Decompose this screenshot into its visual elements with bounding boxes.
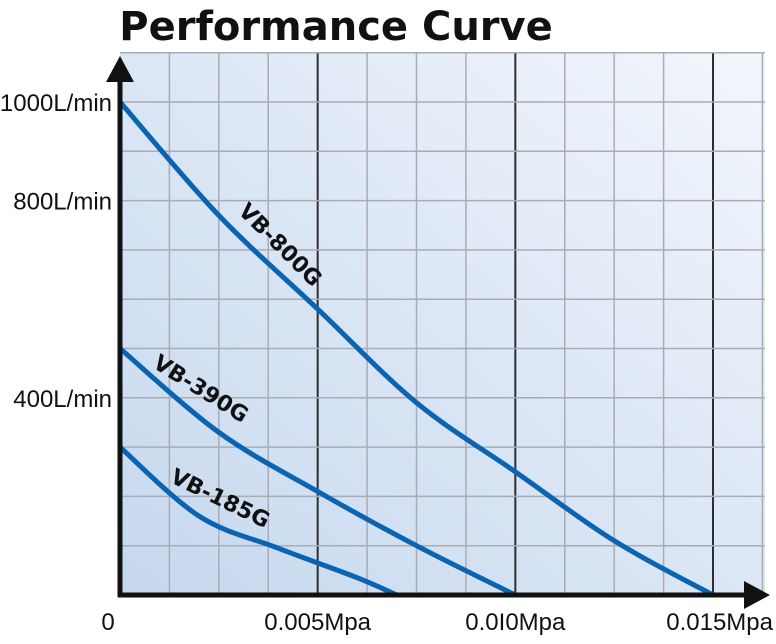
curve-vb-185g [117, 444, 400, 598]
plot-background [120, 52, 765, 595]
x-axis-arrow [744, 581, 770, 609]
curve-vb-390g [117, 346, 518, 598]
y-tick-label: 800L/min [13, 189, 112, 216]
y-axis-arrow [106, 56, 134, 82]
chart-title: Performance Curve [119, 4, 552, 50]
y-tick-label: 1000L/min [0, 90, 112, 117]
y-tick-label: 400L/min [13, 386, 112, 413]
curves [117, 99, 716, 598]
grid [120, 51, 765, 595]
x-tick-label: 0.005Mpa [264, 609, 371, 636]
x-tick-label: 0.0I0Mpa [465, 609, 566, 636]
x-tick-label: 0 [101, 609, 114, 636]
x-tick-label: 0.015Mpa [666, 609, 773, 636]
axes [106, 56, 770, 609]
curve-vb-800g [117, 99, 716, 598]
